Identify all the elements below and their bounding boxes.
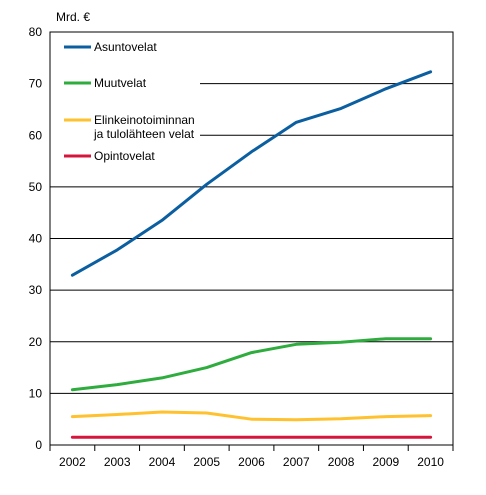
legend-background bbox=[50, 36, 200, 169]
legend-label-opintovelat: Opintovelat bbox=[94, 149, 155, 163]
series-line-asuntovelat bbox=[70, 70, 433, 277]
legend-label-muutvelat: Muutvelat bbox=[94, 76, 147, 90]
x-tick-label: 2008 bbox=[328, 455, 355, 469]
x-tick-label: 2007 bbox=[283, 455, 310, 469]
x-tick-label: 2006 bbox=[238, 455, 265, 469]
y-tick-label: 70 bbox=[29, 77, 43, 91]
x-tick-label: 2005 bbox=[193, 455, 220, 469]
y-axis-ticks: 0 10 20 30 40 50 60 70 80 bbox=[29, 25, 43, 452]
y-tick-label: 50 bbox=[29, 180, 43, 194]
x-tick-label: 2004 bbox=[149, 455, 176, 469]
series-line-elinkeino bbox=[70, 410, 433, 422]
x-tick-label: 2009 bbox=[372, 455, 399, 469]
x-tick-label: 2002 bbox=[59, 455, 86, 469]
x-tick-label: 2010 bbox=[417, 455, 444, 469]
series-line-muutvelat bbox=[70, 337, 433, 392]
legend-label-asuntovelat: Asuntovelat bbox=[94, 40, 157, 54]
y-tick-label: 40 bbox=[29, 232, 43, 246]
legend-label-elinkeino-line-1: Elinkeinotoiminnan bbox=[94, 113, 195, 127]
legend: Asuntovelat Muutvelat Elinkeinotoiminnan… bbox=[50, 36, 200, 169]
series-lines bbox=[70, 70, 433, 439]
x-tick-label: 2003 bbox=[104, 455, 131, 469]
x-axis-ticks: 2002 2003 2004 2005 2006 2007 2008 2009 2010 bbox=[49, 445, 454, 469]
y-tick-label: 80 bbox=[29, 25, 43, 39]
unit-label: Mrd. € bbox=[56, 10, 90, 24]
y-tick-label: 30 bbox=[29, 283, 43, 297]
plot-frame bbox=[49, 31, 454, 446]
y-tick-label: 20 bbox=[29, 335, 43, 349]
legend-label-elinkeino-line-2: ja tulolähteen velat bbox=[93, 127, 195, 141]
y-tick-label: 0 bbox=[35, 438, 42, 452]
y-tick-label: 60 bbox=[29, 128, 43, 142]
y-tick-label: 10 bbox=[29, 386, 43, 400]
